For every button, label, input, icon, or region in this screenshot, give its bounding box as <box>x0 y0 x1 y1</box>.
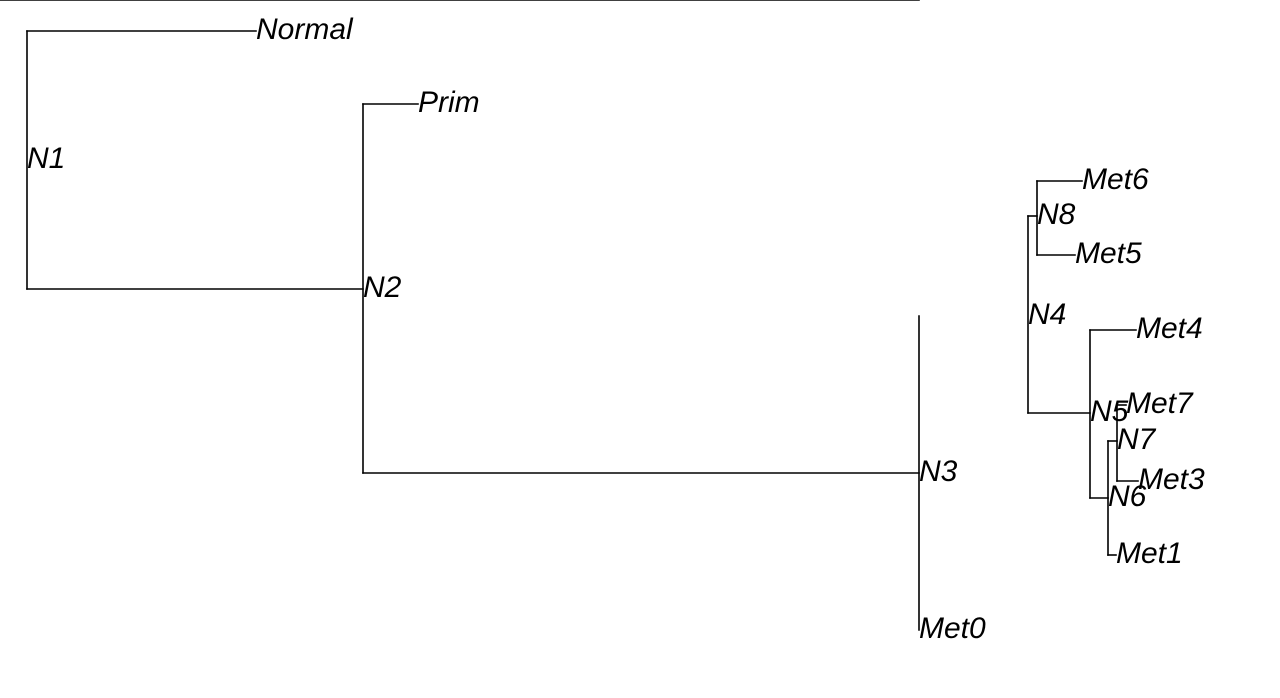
node-label-n5: N5 <box>1090 395 1129 428</box>
node-label-n8: N8 <box>1037 198 1076 231</box>
leaf-label-normal: Normal <box>256 13 354 46</box>
node-label-n1: N1 <box>27 142 65 175</box>
leaf-label-met3: Met3 <box>1138 463 1205 496</box>
leaf-label-met7: Met7 <box>1126 387 1194 420</box>
leaf-label-met5: Met5 <box>1075 237 1142 270</box>
leaf-label-met6: Met6 <box>1082 163 1149 196</box>
node-label-n4: N4 <box>1028 298 1066 331</box>
node-label-n2: N2 <box>363 271 402 304</box>
leaf-label-met4: Met4 <box>1136 312 1203 345</box>
node-label-n7: N7 <box>1117 423 1157 456</box>
leaf-label-met0: Met0 <box>919 612 986 645</box>
tree-branches <box>0 0 1139 631</box>
leaf-label-prim: Prim <box>418 86 480 119</box>
leaf-label-met1: Met1 <box>1116 537 1183 570</box>
node-label-n6: N6 <box>1108 480 1147 513</box>
tree-labels: N1NormalN2PrimN3N4N8Met6Met5N5Met4N6N7Me… <box>27 13 1205 645</box>
node-label-n3: N3 <box>919 455 958 488</box>
